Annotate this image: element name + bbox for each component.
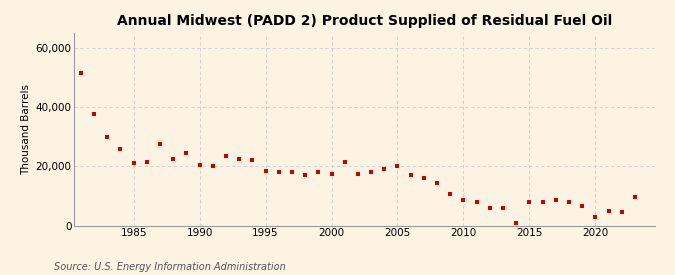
Point [128,161,139,166]
Point [352,172,363,176]
Point [155,142,165,146]
Point [273,170,284,174]
Point [458,198,469,202]
Point [485,205,495,210]
Point [300,173,310,177]
Point [497,205,508,210]
Point [194,163,205,167]
Point [405,173,416,177]
Point [392,164,403,169]
Title: Annual Midwest (PADD 2) Product Supplied of Residual Fuel Oil: Annual Midwest (PADD 2) Product Supplied… [117,14,612,28]
Point [603,208,614,213]
Point [181,151,192,155]
Point [247,158,258,163]
Point [313,170,324,174]
Point [366,170,377,174]
Point [524,200,535,204]
Point [326,172,337,176]
Point [630,195,641,200]
Point [550,198,561,202]
Point [432,180,443,185]
Point [260,169,271,173]
Point [564,200,574,204]
Point [115,146,126,151]
Point [76,71,86,75]
Point [207,164,218,169]
Point [471,200,482,204]
Point [340,160,350,164]
Point [168,157,179,161]
Y-axis label: Thousand Barrels: Thousand Barrels [22,84,31,175]
Point [286,170,297,174]
Point [88,112,99,117]
Point [576,204,587,208]
Point [590,214,601,219]
Point [142,160,153,164]
Point [221,154,232,158]
Point [418,176,429,180]
Point [537,200,548,204]
Text: Source: U.S. Energy Information Administration: Source: U.S. Energy Information Administ… [54,262,286,272]
Point [379,167,389,171]
Point [102,134,113,139]
Point [616,210,627,214]
Point [511,220,522,225]
Point [445,192,456,197]
Point [234,157,244,161]
